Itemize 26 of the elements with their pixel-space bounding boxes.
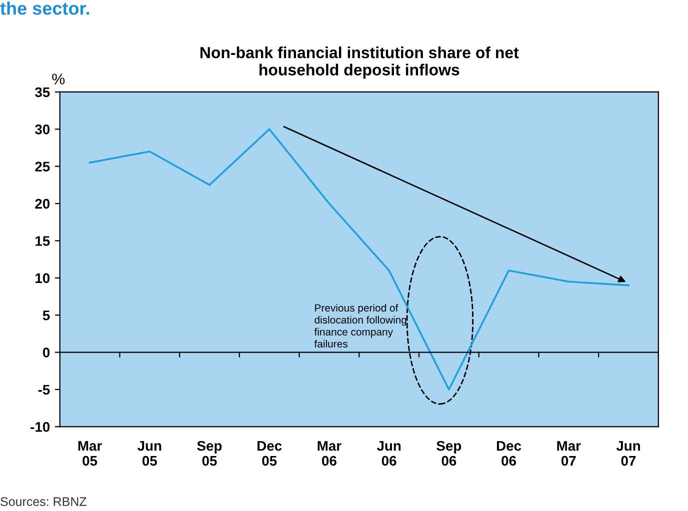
x-tick-label: Sep 05	[197, 440, 222, 466]
x-tick-label: Dec 05	[258, 441, 282, 466]
y-tick-label: 20	[35, 198, 50, 209]
y-tick-label: -10	[30, 422, 50, 432]
y-tick-label: 15	[36, 236, 50, 246]
x-tick-label: Dec 06	[496, 441, 522, 466]
line-series	[88, 128, 630, 390]
y-tick-label: 5	[42, 310, 50, 320]
y-tick-label: 0	[42, 348, 50, 358]
y-tick-label: 30	[35, 124, 50, 134]
y-tick-label: 25	[35, 162, 50, 172]
x-tick-label: Jun 06	[376, 441, 401, 466]
x-tick-label: Jun 07	[616, 441, 640, 466]
text: the sector.	[0, 2, 90, 15]
x-tick-label: Mar 07	[557, 441, 581, 466]
chart-title: Non-bank financial institution share of net household deposit inflows	[200, 46, 519, 79]
y-axis-title: %	[52, 74, 65, 84]
source-note: Sources: RBNZ	[0, 497, 86, 506]
y-tick-label: 35	[35, 87, 50, 98]
y-tick-label: 10	[36, 273, 50, 284]
x-tick-label: Jun 05	[138, 441, 162, 466]
x-tick-label: Mar 06	[318, 441, 342, 466]
x-tick-label: Mar 05	[78, 441, 102, 466]
y-tick-label: -5	[38, 384, 50, 395]
annotation: Previous period of dislocation following finance company failures	[314, 304, 406, 348]
x-tick-label: Sep 06	[436, 440, 462, 466]
